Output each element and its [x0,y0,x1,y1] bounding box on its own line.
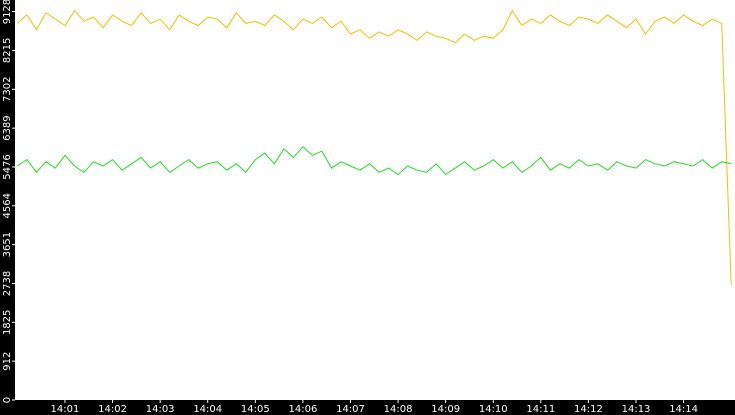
y-tick-label: 7302 [2,77,13,102]
series-line [17,9,732,286]
y-tick-label: 4564 [2,193,13,218]
y-tick-label: 3651 [2,232,13,257]
x-tick-label: 14:01 [51,404,80,415]
y-tick-label: 1825 [2,310,13,335]
x-tick-label: 14:13 [622,404,651,415]
x-tick-label: 14:06 [288,404,317,415]
x-tick-label: 14:02 [98,404,127,415]
y-tick-label: 0 [2,397,13,403]
x-tick-label: 14:10 [479,404,508,415]
x-tick-label: 14:05 [241,404,270,415]
x-tick-label: 14:09 [431,404,460,415]
y-tick-label: 9128 [2,0,13,24]
y-tick-label: 2738 [2,271,13,296]
y-tick-label: 912 [2,352,13,371]
y-axis-strip [0,0,15,415]
x-tick-label: 14:04 [193,404,222,415]
x-tick-label: 14:14 [669,404,698,415]
y-tick-label: 8215 [2,38,13,63]
series-line [17,146,732,176]
y-tick-label: 6389 [2,115,13,140]
x-tick-label: 14:11 [526,404,555,415]
x-tick-label: 14:03 [146,404,175,415]
x-tick-label: 14:12 [574,404,603,415]
y-tick-label: 5476 [2,154,13,179]
x-tick-label: 14:07 [336,404,365,415]
x-tick-label: 14:08 [384,404,413,415]
x-axis-strip [0,400,735,415]
